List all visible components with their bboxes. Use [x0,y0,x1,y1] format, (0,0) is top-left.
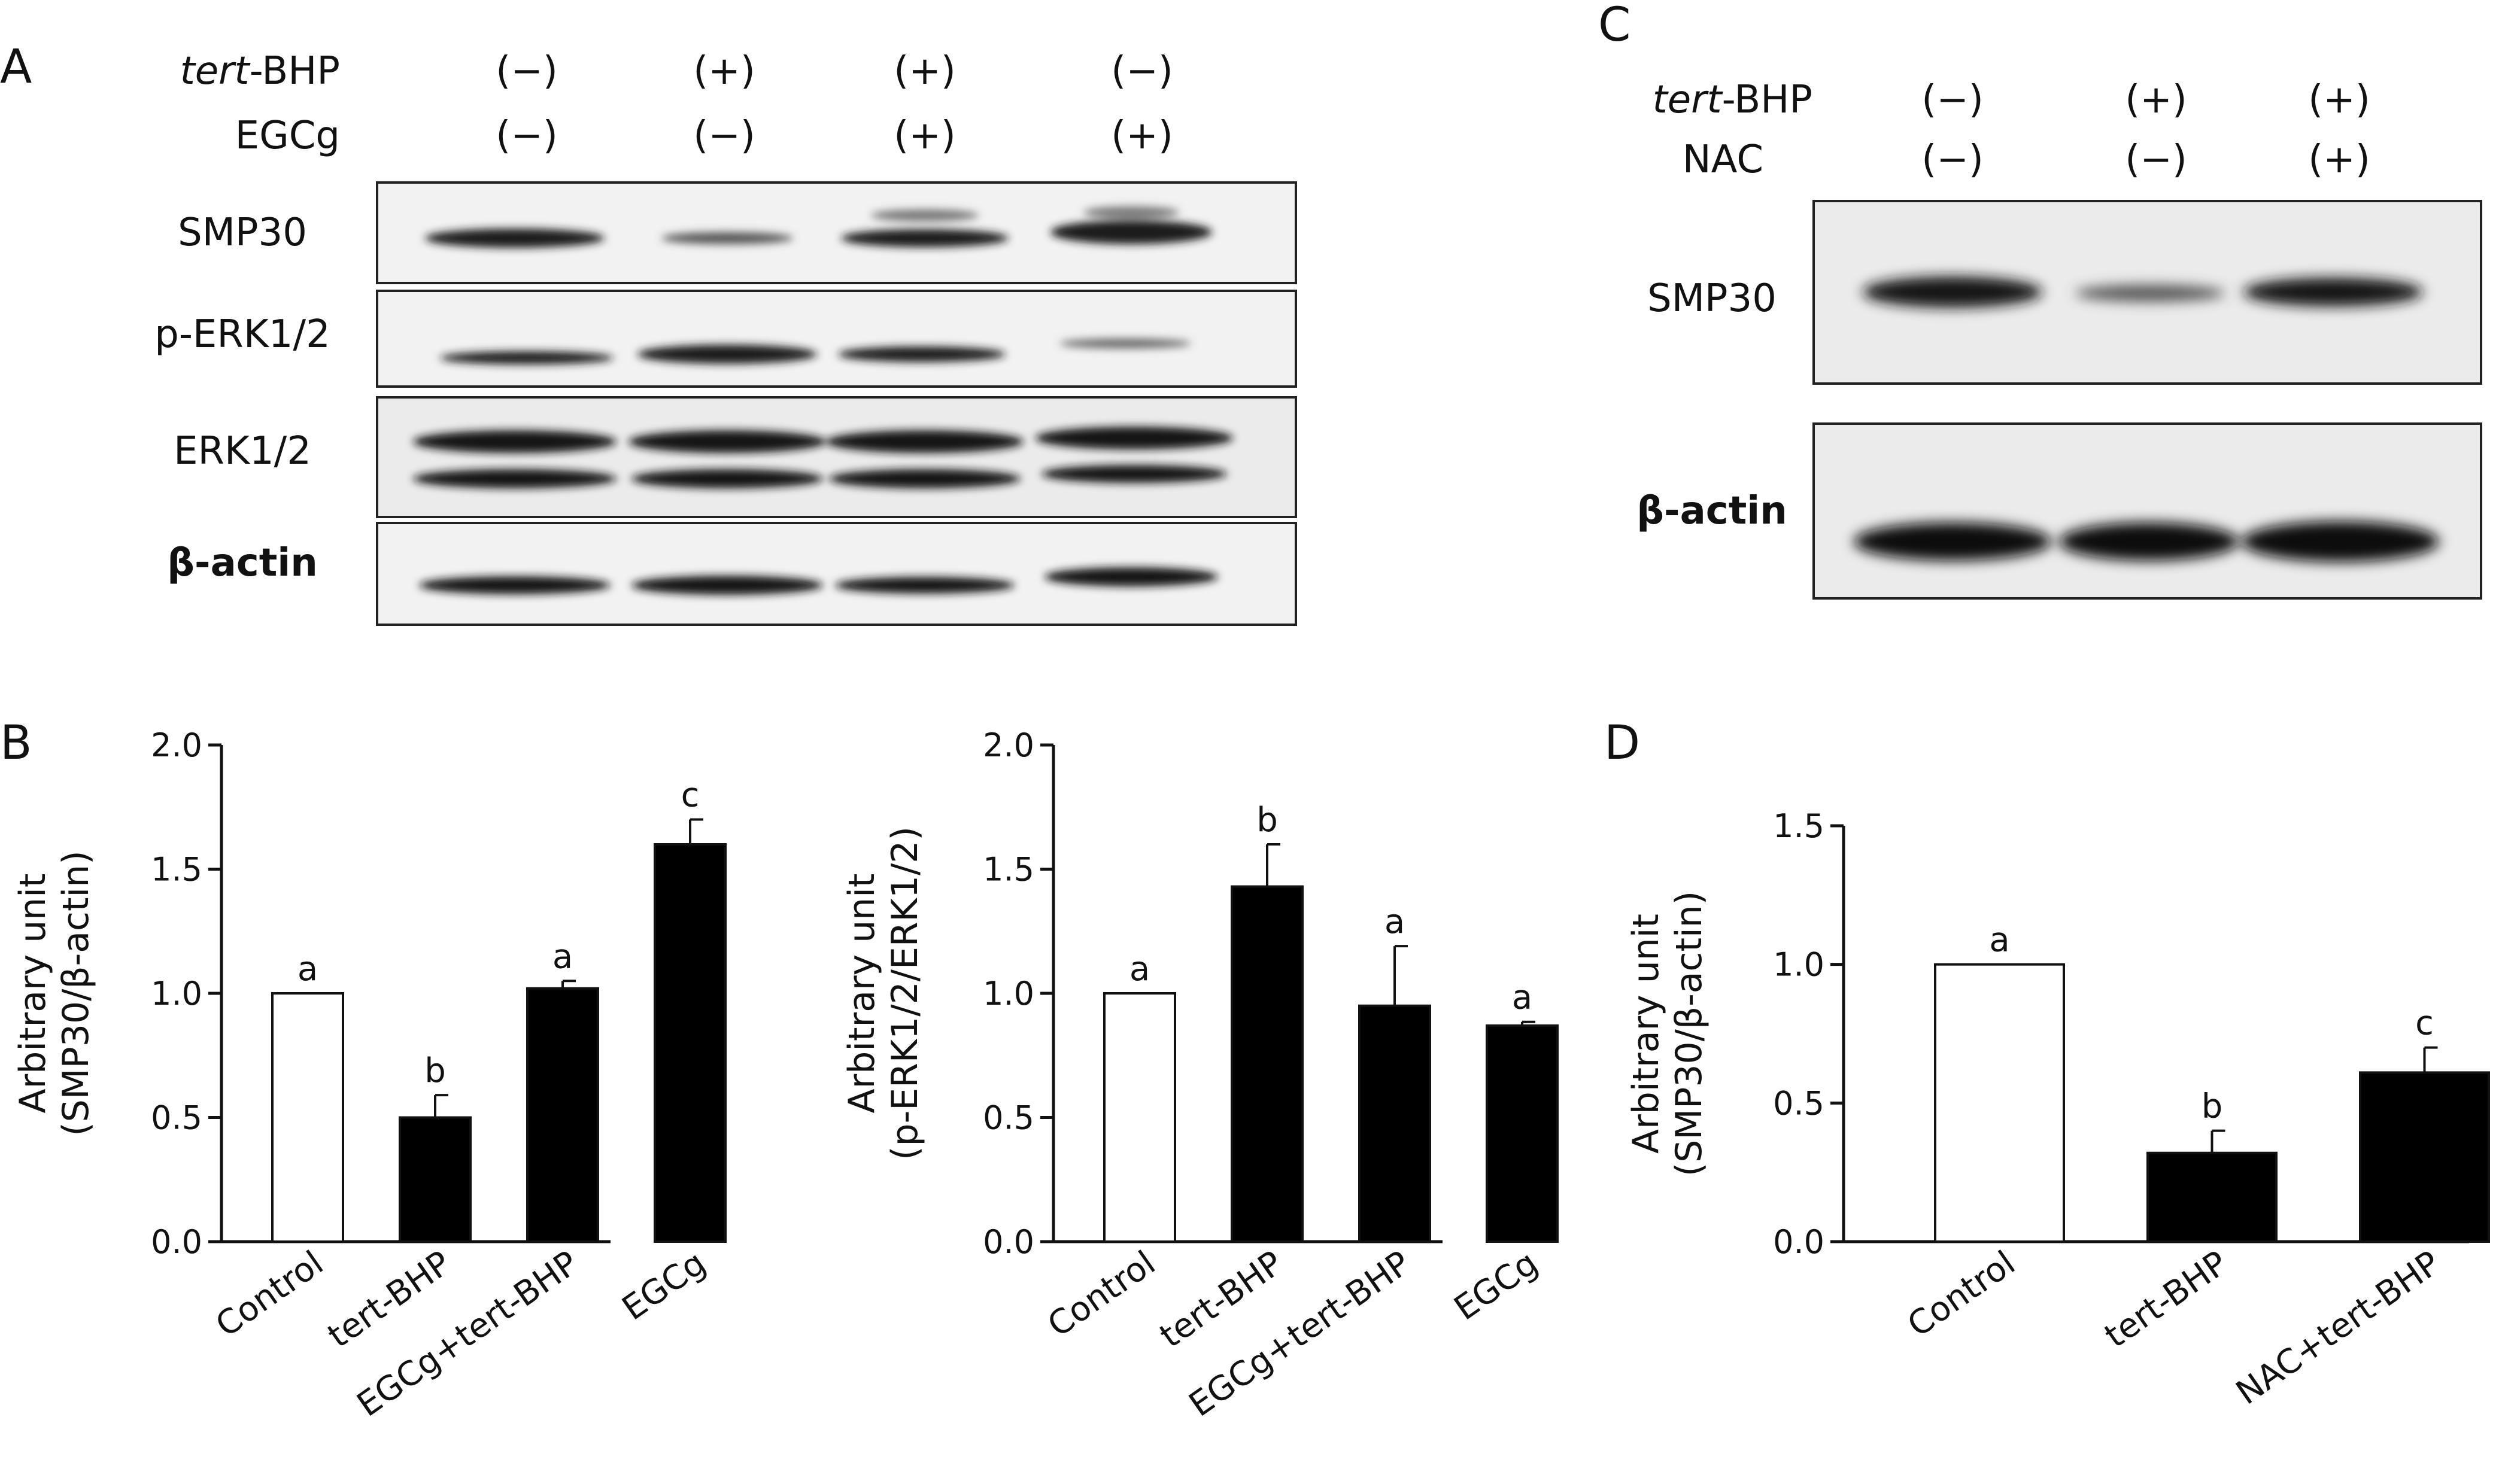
condition-sign: (−) [496,49,558,93]
smp30-c-bands [1863,276,2423,308]
category-label: EGCg+tert-BHP [1182,1243,1417,1424]
y-tick-label: 0.5 [1773,1084,1824,1122]
condition-sign: (−) [496,114,558,158]
panel-label-a: A [0,40,32,94]
bar [399,1116,472,1243]
smp30-bands [425,206,1212,248]
y-axis-label-line2: (SMP30/β-actin) [55,850,97,1136]
bar [2359,1071,2490,1243]
y-axis-label-line2: (SMP30/β-actin) [1668,891,1710,1176]
category-label: EGCg [615,1243,713,1328]
significance-letter: b [1256,801,1278,840]
blot-row-label: ERK1/2 [174,429,311,473]
condition-sign: (+) [894,114,956,158]
chart-smp30-nac: 0.0 0.5 1.0 1.5 Arbitrary unit (SMP30/β-actin… [1625,807,2490,1412]
y-tick-label: 1.5 [151,851,202,889]
panel-label-d: D [1604,716,1640,770]
condition-name: tert-BHP [1653,78,1812,122]
condition-sign: (+) [894,49,956,93]
blot-perk [376,290,1297,388]
condition-sign: (+) [1111,114,1173,158]
bar [1486,1024,1559,1243]
category-label: tert-BHP [2098,1243,2235,1355]
bar [2146,1151,2278,1243]
y-tick-label: 0.0 [151,1223,202,1261]
significance-letter: a [1512,978,1532,1017]
bar [526,987,599,1243]
condition-sign: (−) [1921,138,1984,182]
bar [271,992,344,1243]
y-tick-label: 1.5 [983,851,1034,889]
y-tick-label: 1.0 [1773,946,1824,984]
blot-erk [376,396,1297,518]
significance-letter: a [1129,950,1150,989]
blot-row-label: β-actin [1636,489,1787,533]
y-axis-label-line2: (p-ERK1/2/ERK1/2) [884,826,926,1160]
category-label: Control [209,1243,330,1345]
y-tick-label: 0.5 [151,1099,202,1137]
bar [654,843,727,1243]
bar [1934,963,2065,1243]
bactin-a-bands [419,567,1218,595]
category-label: NAC+tert-BHP [2229,1243,2447,1412]
condition-sign: (−) [1111,49,1173,93]
chart-smp30-egcg: 0.0 0.5 1.0 1.5 2.0 Arbitrary unit (SMP30/β-ac… [12,726,727,1425]
condition-sign: (+) [2125,78,2187,122]
condition-sign: (−) [2125,138,2187,182]
panel-c-conditions: tert-BHP NAC (−) (+) (+) (−) (−) (+) [1653,78,2370,182]
category-label: Control [1900,1243,2022,1345]
significance-letter: c [2415,1004,2434,1043]
category-label: EGCg [1447,1243,1545,1328]
y-tick-label: 1.0 [151,975,202,1012]
significance-letter: c [681,776,700,815]
bactin-c-bands [1854,521,2439,562]
erk-bands [413,427,1233,488]
y-tick-label: 2.0 [151,726,202,764]
significance-letter: a [1384,902,1405,941]
condition-sign: (+) [693,49,755,93]
category-label: EGCg+tert-BHP [350,1243,585,1424]
condition-sign: (+) [2308,138,2370,182]
significance-letter: a [297,950,318,989]
y-tick-label: 2.0 [983,726,1034,764]
blot-row-label: p-ERK1/2 [154,312,330,357]
blot-row-label: SMP30 [1647,276,1777,321]
condition-sign: (+) [2308,78,2370,122]
panel-label-b: B [0,716,32,770]
bar [1358,1004,1431,1243]
panel-a-conditions: tert-BHP EGCg (−) (+) (+) (−) (−) (−) (+… [180,49,1173,158]
y-tick-label: 0.0 [1773,1223,1824,1261]
perk-bands [440,339,1191,364]
condition-name: tert-BHP [180,49,340,93]
y-tick-label: 0.0 [983,1223,1034,1261]
blot-row-label: SMP30 [178,211,307,255]
panel-label-c: C [1598,0,1630,52]
bar [1231,885,1304,1243]
bar [1103,992,1176,1243]
category-label: Control [1041,1243,1162,1345]
significance-letter: a [1989,921,2009,960]
chart-perk-egcg: 0.0 0.5 1.0 1.5 2.0 Arbitrary unit (p-ERK1/2/E… [841,726,1559,1425]
significance-letter: a [552,937,573,976]
y-axis-label-line1: Arbitrary unit [1625,914,1667,1154]
y-tick-label: 1.5 [1773,807,1824,845]
y-axis-label-line1: Arbitrary unit [12,874,54,1114]
y-axis-label-line1: Arbitrary unit [841,874,883,1114]
condition-name: NAC [1683,138,1763,182]
y-tick-label: 1.0 [983,975,1034,1012]
panel-a-blots: SMP30 p-ERK1/2 ERK1/2 [154,181,1297,626]
y-tick-label: 0.5 [983,1099,1034,1137]
condition-sign: (−) [1921,78,1984,122]
significance-letter: b [424,1051,446,1090]
blot-row-label: β-actin [167,541,318,585]
significance-letter: b [2202,1087,2223,1126]
condition-name: EGCg [235,114,340,158]
condition-sign: (−) [693,114,755,158]
blot-bactin-c [1812,422,2482,600]
panel-c-blots: SMP30 β-actin [1636,200,2482,600]
